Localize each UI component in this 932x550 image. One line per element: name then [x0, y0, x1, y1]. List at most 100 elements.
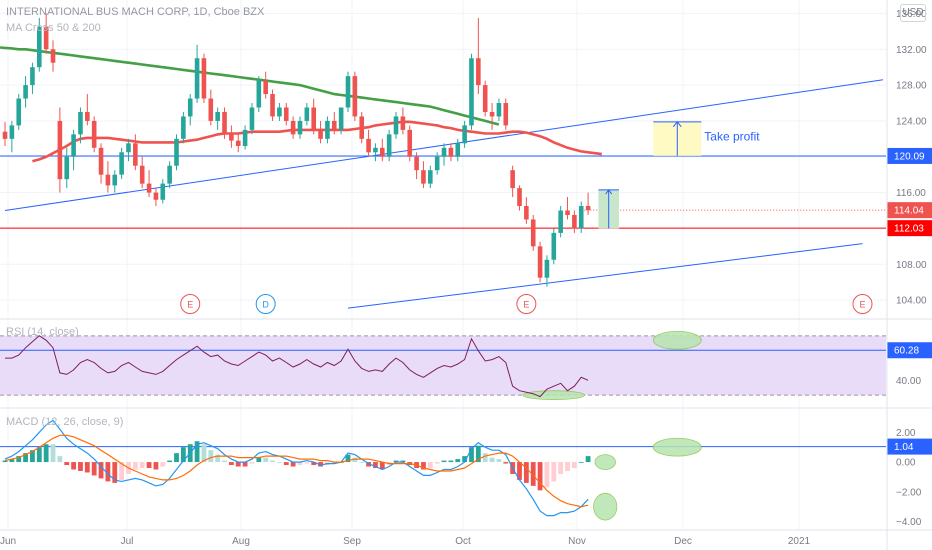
macd-pane: 2.00 0.00 −2.00 −4.00 1.04 — [0, 419, 932, 528]
histogram-bar — [304, 462, 310, 464]
candle — [126, 138, 131, 162]
candle-body — [428, 170, 433, 184]
highlight-ellipse — [594, 454, 616, 470]
candle — [139, 156, 145, 189]
event-circle — [255, 294, 276, 314]
candle — [421, 161, 426, 189]
histogram-bar — [43, 444, 49, 463]
candle — [510, 165, 515, 198]
vertical-grid — [7, 0, 800, 530]
candle — [400, 107, 406, 135]
candle — [201, 53, 207, 104]
histogram-bar — [263, 457, 269, 463]
event-marker[interactable]: E — [516, 294, 537, 314]
histogram-bar — [475, 445, 481, 463]
event-marker[interactable]: E — [180, 294, 201, 314]
candle-body — [146, 183, 152, 193]
candle — [16, 94, 22, 130]
macd-label-bg — [887, 438, 932, 455]
histogram-bar — [180, 447, 186, 463]
candle-body — [530, 219, 536, 247]
candle — [242, 125, 248, 150]
candle-body — [201, 58, 207, 99]
event-letter: D — [262, 299, 269, 309]
price-label-bg — [887, 202, 932, 219]
currency-button[interactable]: USD — [900, 4, 926, 22]
histogram-bar — [105, 462, 111, 482]
candle — [380, 138, 385, 162]
histogram-bar — [373, 462, 378, 469]
candle-body — [476, 58, 481, 86]
candle-body — [112, 174, 118, 186]
histogram-bar — [517, 462, 522, 480]
candle-body — [448, 147, 454, 157]
histogram-bar — [153, 462, 159, 470]
histogram-bar — [119, 462, 125, 480]
candle — [9, 120, 15, 153]
candle — [23, 76, 28, 108]
histogram-bar — [379, 462, 385, 470]
candles — [2, 13, 591, 287]
histogram-bar — [277, 462, 282, 463]
candle-body — [524, 206, 529, 220]
histogram-bar — [551, 462, 557, 482]
histogram-bar — [558, 462, 564, 474]
histogram-bar — [421, 462, 426, 470]
ma-cross-legend[interactable]: MA Cross 50 & 200 — [6, 22, 101, 34]
candle-body — [283, 107, 289, 121]
candle — [572, 210, 577, 233]
candle-body — [318, 129, 323, 139]
histogram-bar — [208, 450, 214, 463]
candle-body — [105, 174, 111, 186]
histogram-bar — [112, 462, 118, 483]
histogram-bar — [283, 462, 289, 466]
candle — [277, 103, 282, 121]
candle — [98, 143, 104, 184]
take-profit-label: Take profit — [704, 130, 760, 144]
histogram-bar — [434, 462, 440, 464]
histogram-bar — [400, 460, 406, 463]
candle — [105, 161, 111, 193]
candle-body — [393, 116, 399, 135]
candle — [85, 94, 90, 126]
histogram-bar — [9, 459, 15, 463]
highlight-ellipse — [652, 330, 702, 350]
histogram-bar — [469, 447, 474, 463]
candle-body — [585, 206, 591, 211]
histogram-bar — [2, 460, 8, 463]
candle — [160, 179, 166, 204]
candle — [517, 185, 522, 211]
candle-body — [537, 246, 543, 278]
price-tick-label: 128.00 — [896, 81, 927, 92]
event-marker[interactable]: E — [852, 294, 873, 314]
price-label: 114.04 — [894, 206, 924, 217]
candle-body — [551, 232, 557, 260]
candle — [366, 129, 371, 157]
histogram-bar — [448, 460, 454, 463]
candle-body — [256, 80, 262, 108]
candle-body — [331, 120, 337, 130]
rsi-legend[interactable]: RSI (14, close) — [6, 326, 79, 338]
candle — [558, 206, 563, 238]
macd-legend[interactable]: MACD (12, 26, close, 9) — [6, 416, 124, 428]
candle-body — [277, 107, 282, 117]
histogram-bar — [132, 462, 138, 470]
candle — [297, 116, 303, 139]
candle-body — [496, 103, 502, 117]
event-letter: E — [859, 299, 865, 309]
histogram-bar — [318, 462, 323, 467]
candle-body — [167, 165, 172, 184]
event-circle — [852, 294, 873, 314]
price-tick-label: 136.00 — [896, 9, 927, 20]
candle-body — [215, 111, 220, 121]
candle — [462, 120, 467, 148]
candle-body — [30, 67, 35, 86]
macd-line — [4, 419, 589, 517]
trendline — [347, 243, 863, 309]
candle — [181, 111, 186, 144]
candle — [208, 89, 214, 126]
candle — [407, 125, 413, 162]
candle — [153, 188, 159, 207]
event-marker[interactable]: D — [255, 294, 276, 314]
